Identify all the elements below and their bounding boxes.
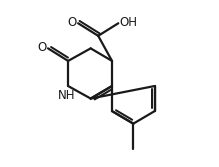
Text: OH: OH	[120, 16, 138, 29]
Text: O: O	[68, 16, 77, 29]
Text: O: O	[37, 41, 47, 54]
Text: NH: NH	[58, 89, 76, 102]
